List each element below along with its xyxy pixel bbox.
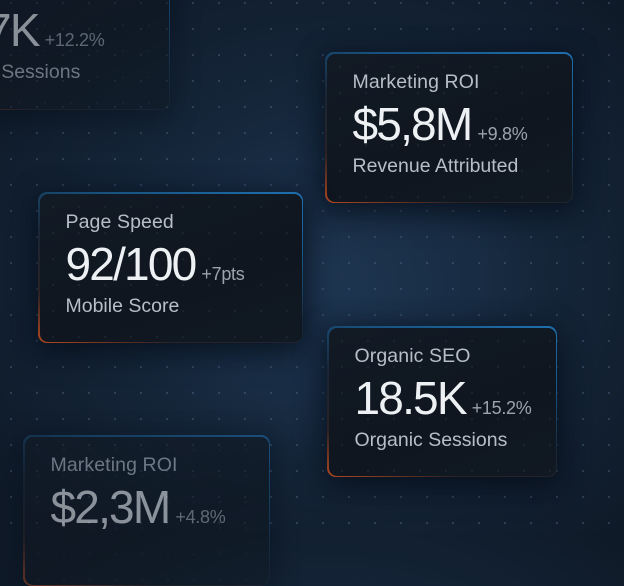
card-delta: +9.8%	[477, 123, 528, 144]
card-value: 15.7K	[0, 3, 41, 56]
metric-card-organic-seo[interactable]: Organic SEO 18.5K +15.2% Organic Session…	[327, 326, 557, 477]
card-value: 92/100	[65, 237, 198, 290]
card-subtitle: Organic Sessions	[0, 60, 81, 83]
card-title: Marketing ROI	[352, 70, 480, 93]
card-value: 18.5K	[354, 371, 468, 424]
metric-card-organic-seo-faded[interactable]: Organic SEO 15.7K +12.2% Organic Session…	[0, 0, 170, 110]
card-subtitle: Revenue Attributed	[352, 154, 519, 177]
metric-card-page-speed[interactable]: Page Speed 92/100 +7pts Mobile Score	[38, 192, 303, 343]
card-subtitle: Mobile Score	[65, 294, 180, 317]
card-title: Page Speed	[65, 210, 174, 233]
metric-card-marketing-roi-faded[interactable]: Marketing ROI $2,3M +4.8%	[23, 435, 270, 586]
metric-card-marketing-roi[interactable]: Marketing ROI $5,8M +9.8% Revenue Attrib…	[325, 52, 573, 203]
card-title: Organic SEO	[354, 344, 471, 367]
card-delta: +15.2%	[471, 397, 532, 418]
card-delta: +4.8%	[175, 506, 226, 527]
card-delta: +7pts	[201, 263, 245, 284]
card-title: Marketing ROI	[50, 453, 178, 476]
card-value: $2,3M	[50, 480, 172, 533]
card-delta: +12.2%	[44, 29, 105, 50]
card-subtitle: Organic Sessions	[354, 428, 508, 451]
card-value: $5,8M	[352, 97, 474, 150]
